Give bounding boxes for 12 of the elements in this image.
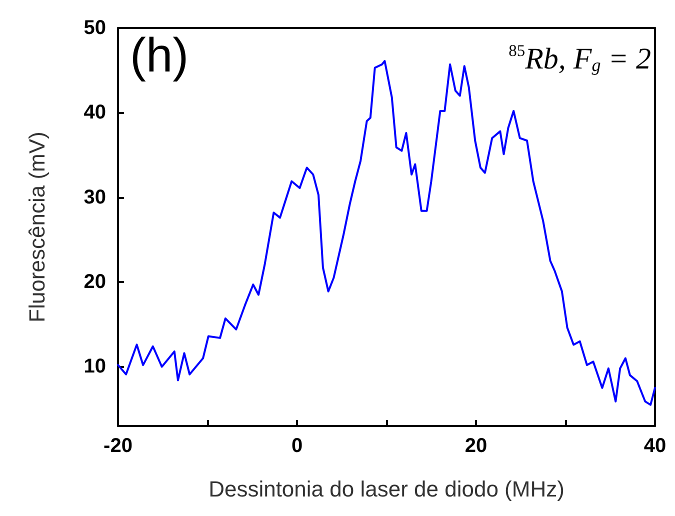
y-axis-title: Fluorescência (mV) [24, 132, 50, 322]
annotation: (h) [130, 30, 189, 82]
x-tick-label: 20 [464, 435, 488, 457]
x-axis-title: Dessintonia do laser de diodo (MHz) [208, 476, 564, 502]
x-tick-label: -20 [104, 435, 132, 457]
y-tick-label: 40 [84, 102, 106, 124]
y-tick-label: 30 [84, 186, 106, 208]
x-tick-label: 40 [644, 435, 666, 457]
y-tick-label: 50 [84, 17, 106, 39]
y-tick-label: 20 [84, 271, 106, 294]
y-tick-label: 10 [84, 356, 106, 378]
x-tick-label: 0 [291, 435, 303, 457]
